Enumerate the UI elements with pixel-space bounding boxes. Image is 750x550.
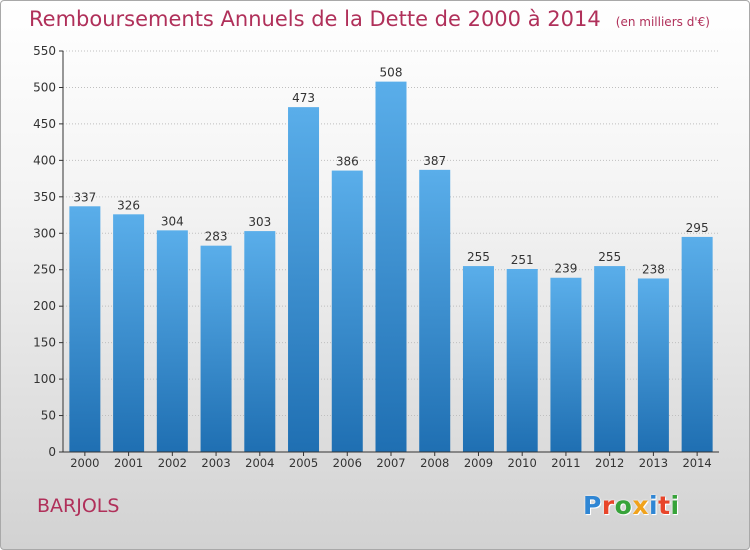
bar-value-label: 387 — [423, 154, 446, 168]
bar-value-label: 337 — [73, 190, 96, 204]
x-tick-label: 2006 — [333, 456, 362, 470]
y-tick-label: 50 — [41, 409, 56, 423]
bar-value-label: 251 — [511, 253, 534, 267]
logo-letter: P — [583, 491, 602, 520]
logo-letter: i — [670, 491, 680, 520]
bar-value-label: 255 — [598, 250, 621, 264]
y-tick-label: 100 — [33, 372, 56, 386]
bar-value-label: 255 — [467, 250, 490, 264]
x-tick-label: 2002 — [158, 456, 187, 470]
bar-value-label: 283 — [205, 230, 228, 244]
x-tick-label: 2013 — [639, 456, 668, 470]
y-tick-label: 0 — [48, 445, 56, 459]
bar — [200, 245, 232, 452]
logo-letter: i — [649, 491, 659, 520]
bar-value-label: 386 — [336, 155, 359, 169]
x-tick-label: 2009 — [464, 456, 493, 470]
x-tick-label: 2007 — [376, 456, 405, 470]
x-tick-label: 2010 — [508, 456, 537, 470]
bar — [419, 169, 451, 453]
y-tick-label: 150 — [33, 336, 56, 350]
bar — [288, 107, 320, 452]
x-tick-label: 2011 — [551, 456, 580, 470]
x-tick-label: 2014 — [682, 456, 711, 470]
bar — [462, 266, 494, 452]
bar — [375, 81, 407, 452]
chart-title: Remboursements Annuels de la Dette de 20… — [29, 7, 710, 31]
bar — [594, 266, 626, 452]
x-tick-label: 2012 — [595, 456, 624, 470]
y-tick-label: 350 — [33, 190, 56, 204]
bar — [113, 214, 145, 452]
x-tick-label: 2005 — [289, 456, 318, 470]
proxiti-logo[interactable]: Proxiti — [583, 491, 680, 520]
bar — [69, 206, 101, 452]
axes: 0 50 100 150 200 250 300 350 400 450 500 550 2000 200… — [33, 44, 719, 470]
bar-value-label: 239 — [554, 262, 577, 276]
bar — [506, 268, 538, 452]
logo-letter: r — [601, 491, 615, 520]
bar — [681, 236, 713, 452]
bar-value-label: 238 — [642, 262, 665, 276]
bar — [637, 278, 669, 452]
logo-letter: x — [632, 491, 649, 520]
chart-title-text: Remboursements Annuels de la Dette de 20… — [29, 7, 601, 31]
bar-value-label: 295 — [686, 221, 709, 235]
y-tick-label: 200 — [33, 299, 56, 313]
bar-value-label: 303 — [248, 215, 271, 229]
bar-value-label: 304 — [161, 214, 184, 228]
x-tick-label: 2004 — [245, 456, 274, 470]
logo-letter: t — [658, 491, 671, 520]
bar — [244, 231, 276, 452]
bar — [331, 170, 363, 452]
x-tick-label: 2003 — [201, 456, 230, 470]
y-tick-label: 450 — [33, 117, 56, 131]
x-tick-label: 2000 — [70, 456, 99, 470]
y-tick-label: 300 — [33, 226, 56, 240]
y-tick-label: 400 — [33, 153, 56, 167]
y-tick-label: 550 — [33, 44, 56, 58]
bar-value-label: 326 — [117, 198, 140, 212]
y-tick-label: 250 — [33, 263, 56, 277]
bar — [550, 277, 582, 452]
chart-title-unit: (en milliers d'€) — [615, 15, 710, 29]
bar-value-label: 508 — [380, 66, 403, 80]
bar-value-label: 473 — [292, 91, 315, 105]
y-tick-label: 500 — [33, 80, 56, 94]
bar — [156, 230, 188, 452]
x-tick-label: 2001 — [114, 456, 143, 470]
x-tick-label: 2008 — [420, 456, 449, 470]
logo-letter: o — [614, 491, 633, 520]
bars: 337 326 304 283 303 473 386 508 387 255 251 239 255 2… — [69, 66, 713, 453]
place-name: BARJOLS — [37, 495, 120, 517]
